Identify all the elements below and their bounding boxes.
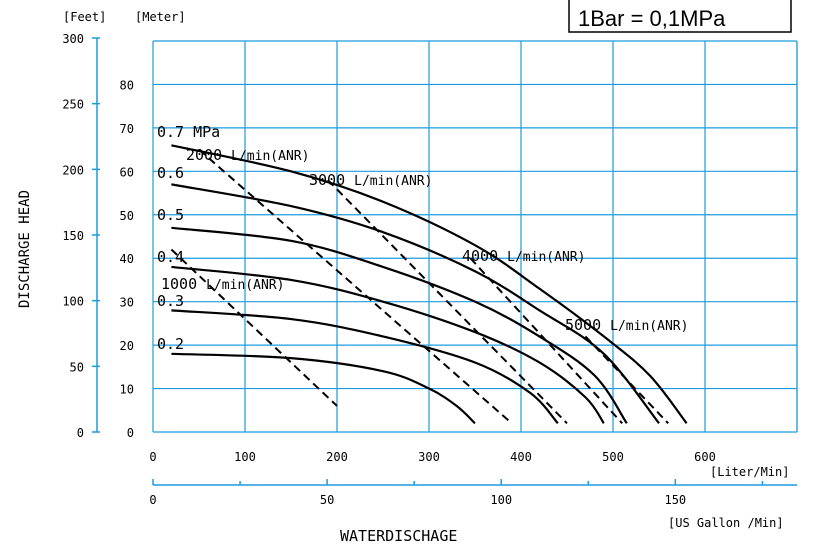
- conversion-text: 1Bar = 0,1MPa: [578, 6, 726, 31]
- gallon-tick-label: 0: [149, 493, 156, 507]
- meter-tick-label: 20: [120, 339, 134, 353]
- lpm-tick-label: 300: [418, 450, 440, 464]
- pressure-curve: [171, 183, 660, 424]
- feet-tick-label: 300: [62, 32, 84, 46]
- x-axis-title: WATERDISCHAGE: [340, 527, 457, 545]
- pressure-label: 0.2: [157, 335, 184, 353]
- pressure-curves: [171, 144, 688, 425]
- y-units-feet: [Feet]: [63, 10, 106, 24]
- pressure-curve: [171, 144, 688, 424]
- air-label: 2000 L/min(ANR): [186, 146, 309, 164]
- series-labels: 0.7 MPa 0.6 0.5 0.4 0.3 0.2 1000 L/min(ANR) 200…: [157, 123, 688, 353]
- air-consumption-line: [469, 257, 623, 424]
- meter-tick-label: 10: [120, 383, 134, 397]
- lpm-tick-label: 600: [694, 450, 716, 464]
- x-units-gallon: [US Gallon /Min]: [668, 516, 784, 530]
- tick-labels: 0 50 100 150 200 250 300 0 10 20 30 40 50 60 70 80 0 100 2…: [62, 32, 716, 507]
- feet-tick-label: 250: [62, 98, 84, 112]
- lpm-tick-label: 0: [149, 450, 156, 464]
- y-units-meter: [Meter]: [135, 10, 186, 24]
- feet-tick-label: 50: [70, 360, 84, 374]
- air-consumption-line: [327, 179, 568, 425]
- feet-tick-label: 100: [62, 295, 84, 309]
- pressure-label: 0.3: [157, 292, 184, 310]
- air-label: 5000 L/min(ANR): [565, 316, 688, 334]
- lpm-tick-label: 400: [510, 450, 532, 464]
- lpm-tick-label: 500: [602, 450, 624, 464]
- pressure-curve: [171, 226, 628, 424]
- meter-tick-label: 0: [127, 426, 134, 440]
- lpm-tick-label: 200: [326, 450, 348, 464]
- lpm-tick-label: 100: [234, 450, 256, 464]
- y-axis-title: DISCHARGE HEAD: [17, 190, 33, 308]
- pressure-label: 0.5: [157, 206, 184, 224]
- pressure-curve: [171, 352, 476, 425]
- conversion-box: [568, 0, 792, 33]
- pressure-label: 0.7 MPa: [157, 123, 220, 141]
- feet-tick-label: 200: [62, 163, 84, 177]
- feet-tick-label: 0: [77, 426, 84, 440]
- gallon-tick-label: 150: [664, 493, 686, 507]
- air-consumption-line: [170, 248, 338, 407]
- pressure-curve: [171, 265, 605, 424]
- feet-tick-label: 150: [62, 229, 84, 243]
- meter-tick-label: 40: [120, 252, 134, 266]
- grid: [152, 40, 798, 433]
- meter-tick-label: 50: [120, 209, 134, 223]
- air-label: 1000 L/min(ANR): [161, 275, 284, 293]
- meter-tick-label: 30: [120, 296, 134, 310]
- gallon-tick-label: 100: [490, 493, 512, 507]
- pressure-label: 0.6: [157, 164, 184, 182]
- air-consumption-line: [198, 148, 513, 425]
- pressure-label: 0.4: [157, 248, 184, 266]
- air-label: 4000 L/min(ANR): [462, 247, 585, 265]
- meter-tick-label: 60: [120, 165, 134, 179]
- air-consumption-line: [584, 335, 669, 425]
- air-label: 3000 L/min(ANR): [309, 171, 432, 189]
- pressure-curve: [171, 309, 559, 425]
- meter-tick-label: 80: [120, 78, 134, 92]
- meter-tick-label: 70: [120, 122, 134, 136]
- gallon-tick-label: 50: [320, 493, 334, 507]
- air-consumption-lines: [170, 148, 669, 425]
- axes: [92, 37, 797, 486]
- x-units-liter: [Liter/Min]: [710, 465, 789, 479]
